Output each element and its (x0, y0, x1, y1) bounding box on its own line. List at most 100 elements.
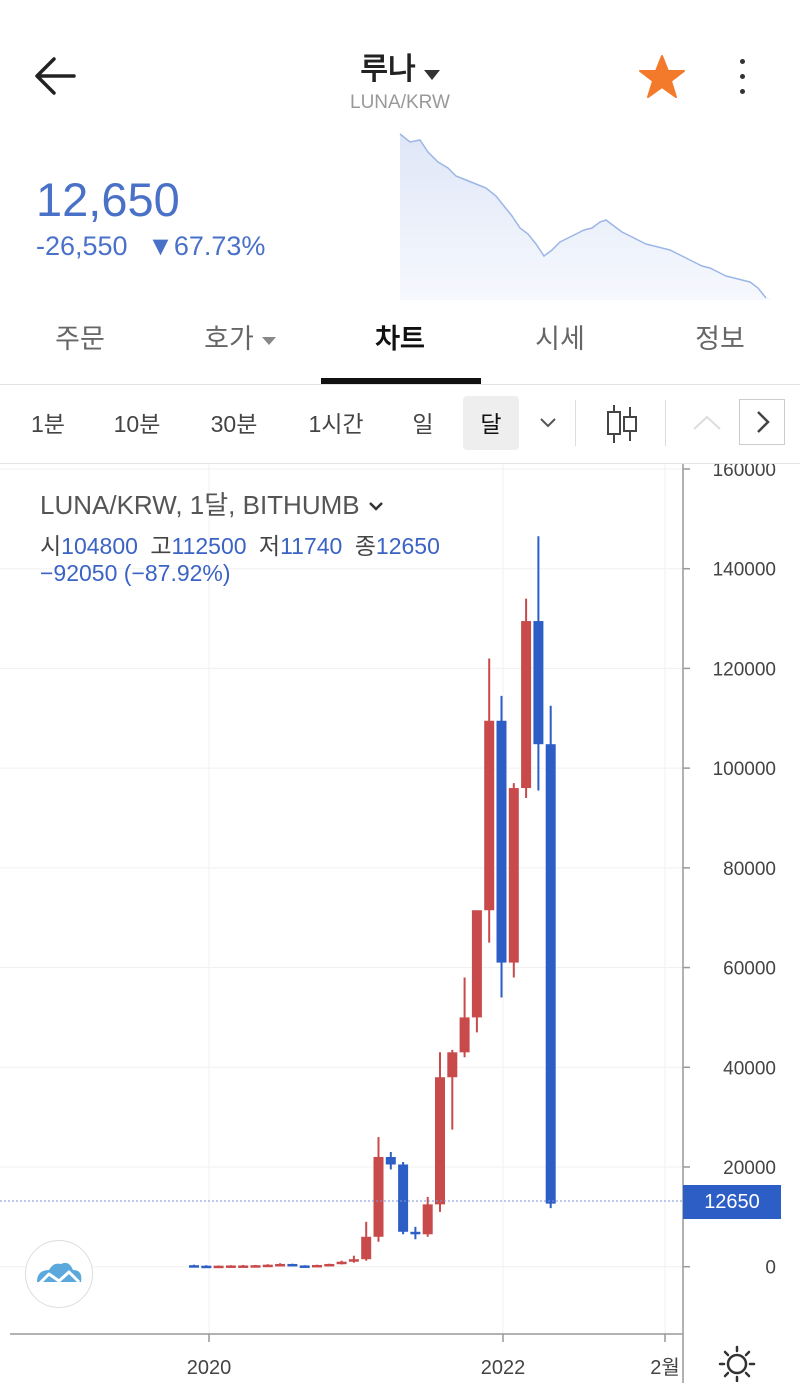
candle-body (201, 1265, 212, 1269)
chart-settings-button[interactable] (716, 1344, 758, 1383)
sun-settings-icon (718, 1345, 756, 1383)
y-tick-label: 40000 (723, 1058, 776, 1079)
coin-selector[interactable]: 루나 LUNA/KRW (250, 44, 550, 114)
y-tick-label: 100000 (713, 759, 776, 780)
candle-body (385, 1157, 396, 1165)
y-tick-label: 20000 (723, 1158, 776, 1179)
candle (238, 1264, 249, 1268)
chart-type-button[interactable] (598, 385, 646, 463)
toolbar-divider (575, 400, 576, 446)
candle-body (324, 1263, 335, 1267)
candle-body (213, 1265, 224, 1269)
tab-chart[interactable]: 차트 (320, 298, 480, 384)
y-tick-label: 120000 (713, 659, 776, 680)
low-value: 11740 (280, 533, 343, 559)
tab-order[interactable]: 주문 (0, 298, 160, 384)
candle (348, 1255, 359, 1263)
candle-body (496, 720, 507, 963)
sparkline-chart (399, 133, 770, 300)
y-tick-label: 140000 (713, 560, 776, 581)
price-change: -26,550 ▼67.73% (36, 231, 265, 262)
chart-candles (189, 536, 556, 1269)
interval-day[interactable]: 일 (412, 411, 434, 437)
tab-market-label: 시세 (535, 324, 585, 354)
candle-body (287, 1263, 298, 1267)
candle (447, 1049, 458, 1130)
tab-order-label: 주문 (55, 324, 105, 354)
y-tick-label: 160000 (713, 464, 776, 481)
candle-body (275, 1263, 286, 1267)
candle (361, 1221, 372, 1261)
candle (471, 910, 482, 1033)
scroll-up-button[interactable] (684, 385, 730, 463)
candle-body (435, 1077, 445, 1205)
candle-body (373, 1157, 384, 1237)
candle (225, 1265, 236, 1268)
tab-info-label: 정보 (695, 324, 745, 354)
candle (435, 1052, 445, 1212)
candle-body (361, 1236, 372, 1260)
candle-body (238, 1265, 249, 1268)
change-amount: -26,550 (36, 231, 128, 261)
more-button[interactable] (726, 54, 760, 100)
candle (398, 1161, 409, 1235)
low-label: 저 (258, 533, 281, 559)
candle (299, 1265, 310, 1268)
open-value: 104800 (61, 533, 138, 559)
candle-body (225, 1265, 236, 1268)
change-percent: ▼67.73% (147, 231, 266, 261)
candle (262, 1264, 273, 1268)
interval-10min[interactable]: 10분 (113, 411, 161, 437)
active-tab-indicator (321, 378, 481, 384)
candle-change: −92050 (−87.92%) (40, 560, 231, 586)
open-label: 시 (40, 533, 62, 559)
candle-body (250, 1265, 261, 1268)
x-tick-label: 2020 (187, 1357, 232, 1379)
caret-down-icon (261, 336, 276, 345)
caret-down-icon (423, 69, 440, 80)
chart-grid (0, 464, 683, 1334)
interval-30min[interactable]: 30분 (210, 411, 258, 437)
candle-body (533, 621, 544, 745)
chevron-up-icon (693, 415, 721, 430)
candle (324, 1263, 335, 1267)
high-label: 고 (150, 533, 172, 559)
y-tick-label: 80000 (723, 859, 776, 880)
candle (459, 977, 470, 1058)
tab-orderbook[interactable]: 호가 (160, 298, 320, 384)
toolbar-next-button[interactable] (739, 399, 785, 445)
close-value: 12650 (375, 533, 440, 559)
interval-1hour[interactable]: 1시간 (308, 411, 364, 437)
interval-1min[interactable]: 1분 (31, 411, 65, 437)
interval-month[interactable]: 달 (480, 411, 502, 437)
candle-body (348, 1259, 359, 1262)
tab-chart-label: 차트 (375, 324, 425, 354)
candle-body (262, 1264, 273, 1268)
star-icon (639, 55, 685, 98)
favorite-button[interactable] (636, 52, 688, 102)
interval-dropdown[interactable] (530, 385, 566, 463)
chevron-down-icon (368, 502, 383, 511)
candle-body (422, 1204, 433, 1235)
chevron-down-icon (540, 418, 556, 428)
candlestick-chart[interactable]: 0 20000 40000 60000 80000 100000 120000 140000 1… (0, 464, 800, 1383)
chart-legend-title[interactable]: LUNA/KRW, 1달, BITHUMB (40, 485, 385, 522)
interval-toolbar: 1분 10분 30분 1시간 일 달 (0, 385, 800, 464)
candle-body (336, 1261, 347, 1265)
candle (533, 536, 544, 791)
back-button[interactable] (28, 50, 84, 102)
chart-symbol-label: LUNA/KRW, 1달, BITHUMB (40, 490, 360, 520)
candle-body (521, 621, 532, 789)
high-value: 112500 (171, 533, 247, 559)
chart-overlay-button[interactable] (25, 1240, 93, 1308)
area-chart-icon (37, 1262, 82, 1286)
candle-body (189, 1265, 199, 1268)
candlestick-icon (607, 405, 637, 443)
tab-market[interactable]: 시세 (480, 298, 640, 384)
candle (287, 1263, 298, 1267)
toolbar-divider (665, 400, 666, 446)
candle-body (398, 1164, 409, 1232)
candle (250, 1264, 261, 1268)
x-axis: 2020 2022 2월 (187, 1334, 680, 1379)
tab-info[interactable]: 정보 (640, 298, 800, 384)
